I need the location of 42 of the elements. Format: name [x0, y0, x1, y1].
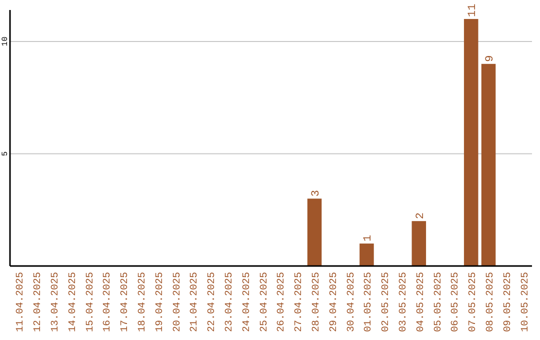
x-tick-label: 20.04.2025	[172, 272, 184, 332]
x-tick-label: 05.05.2025	[433, 272, 444, 332]
x-tick-label: 30.04.2025	[346, 272, 358, 332]
x-tick-label: 18.04.2025	[138, 272, 148, 332]
x-tick-label: 04.05.2025	[416, 272, 427, 332]
x-tick-label: 21.04.2025	[190, 272, 201, 332]
x-tick-label: 10.05.2025	[520, 272, 532, 332]
x-tick-label: 09.05.2025	[502, 272, 514, 332]
bar	[307, 198, 322, 266]
y-tick-label: 5	[1, 151, 10, 156]
x-tick-label: 24.04.2025	[242, 272, 253, 332]
bar	[360, 244, 374, 266]
x-tick-label: 16.04.2025	[102, 272, 114, 332]
data-label: 9	[484, 55, 496, 62]
x-tick-label: 26.04.2025	[276, 272, 288, 332]
x-tick-label: 03.05.2025	[398, 272, 410, 332]
x-tick-label: 06.05.2025	[450, 272, 462, 332]
bar	[481, 64, 496, 266]
x-tick-label: 17.04.2025	[120, 272, 132, 332]
x-tick-label: 29.04.2025	[328, 272, 340, 332]
x-tick-label: 15.04.2025	[85, 272, 96, 332]
x-tick-label: 11.04.2025	[16, 272, 27, 332]
x-tick-label: 25.04.2025	[259, 272, 270, 332]
x-tick-label: 22.04.2025	[207, 272, 218, 332]
x-tick-label: 12.04.2025	[33, 272, 44, 332]
data-label: 3	[310, 190, 322, 197]
bar	[464, 18, 478, 266]
x-tick-label: 27.04.2025	[294, 272, 306, 332]
x-tick-label: 01.05.2025	[364, 272, 375, 332]
y-tick-label: 10	[1, 36, 10, 46]
x-tick-label: 07.05.2025	[468, 272, 480, 332]
x-tick-label: 02.05.2025	[381, 272, 392, 332]
bar	[412, 221, 426, 266]
x-tick-label: 13.04.2025	[50, 272, 62, 332]
data-label: 1	[362, 234, 375, 242]
x-tick-label: 28.04.2025	[312, 272, 322, 332]
x-tick-label: 14.04.2025	[68, 272, 79, 332]
data-label: 11	[467, 3, 480, 17]
x-tick-label: 23.04.2025	[224, 272, 236, 332]
data-label: 2	[414, 212, 427, 220]
x-tick-label: 19.04.2025	[154, 272, 166, 332]
x-tick-label: 08.05.2025	[486, 272, 496, 332]
